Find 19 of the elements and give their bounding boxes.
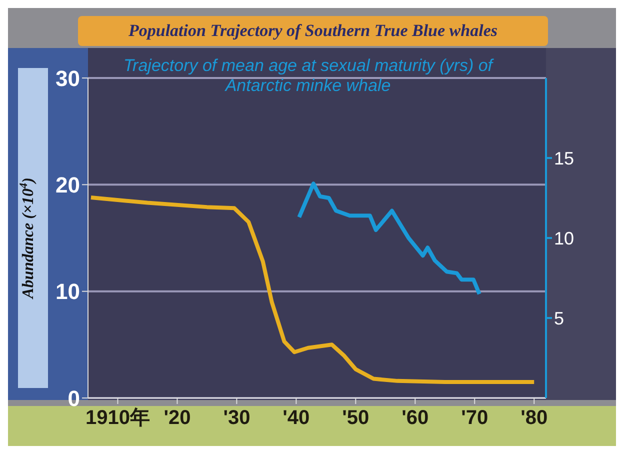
y2-tick-label: 15 — [554, 148, 574, 168]
x-tick-label: '20 — [164, 407, 191, 430]
x-tick-label: '80 — [520, 407, 548, 430]
x-tick-label: '50 — [342, 407, 370, 430]
y2-tick-label: 5 — [554, 308, 564, 328]
x-tick-label: '30 — [223, 407, 250, 430]
text: Trajectory of mean age at sexual maturity (yrs) of Antarctic minke whale — [122, 56, 495, 96]
line-series — [88, 195, 536, 384]
y2-tick-label: 10 — [554, 228, 574, 248]
y-tick-label: 30 — [56, 66, 80, 91]
y-tick-label: 0 — [68, 386, 80, 411]
y-tick-label: 20 — [56, 172, 80, 198]
x-tick-label: '40 — [282, 407, 310, 430]
x-tick-label: 1910年 — [85, 407, 150, 430]
y-tick-label: 10 — [56, 279, 80, 304]
line-series — [297, 182, 482, 296]
x-tick-label: '70 — [461, 407, 488, 430]
x-tick-label: '60 — [402, 407, 429, 430]
chart-title: Population Trajectory of Southern True Blue whales — [78, 16, 548, 46]
